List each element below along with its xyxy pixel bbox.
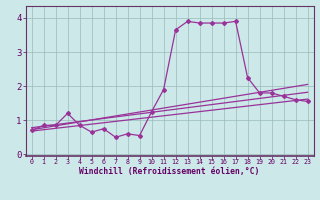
X-axis label: Windchill (Refroidissement éolien,°C): Windchill (Refroidissement éolien,°C) bbox=[79, 167, 260, 176]
